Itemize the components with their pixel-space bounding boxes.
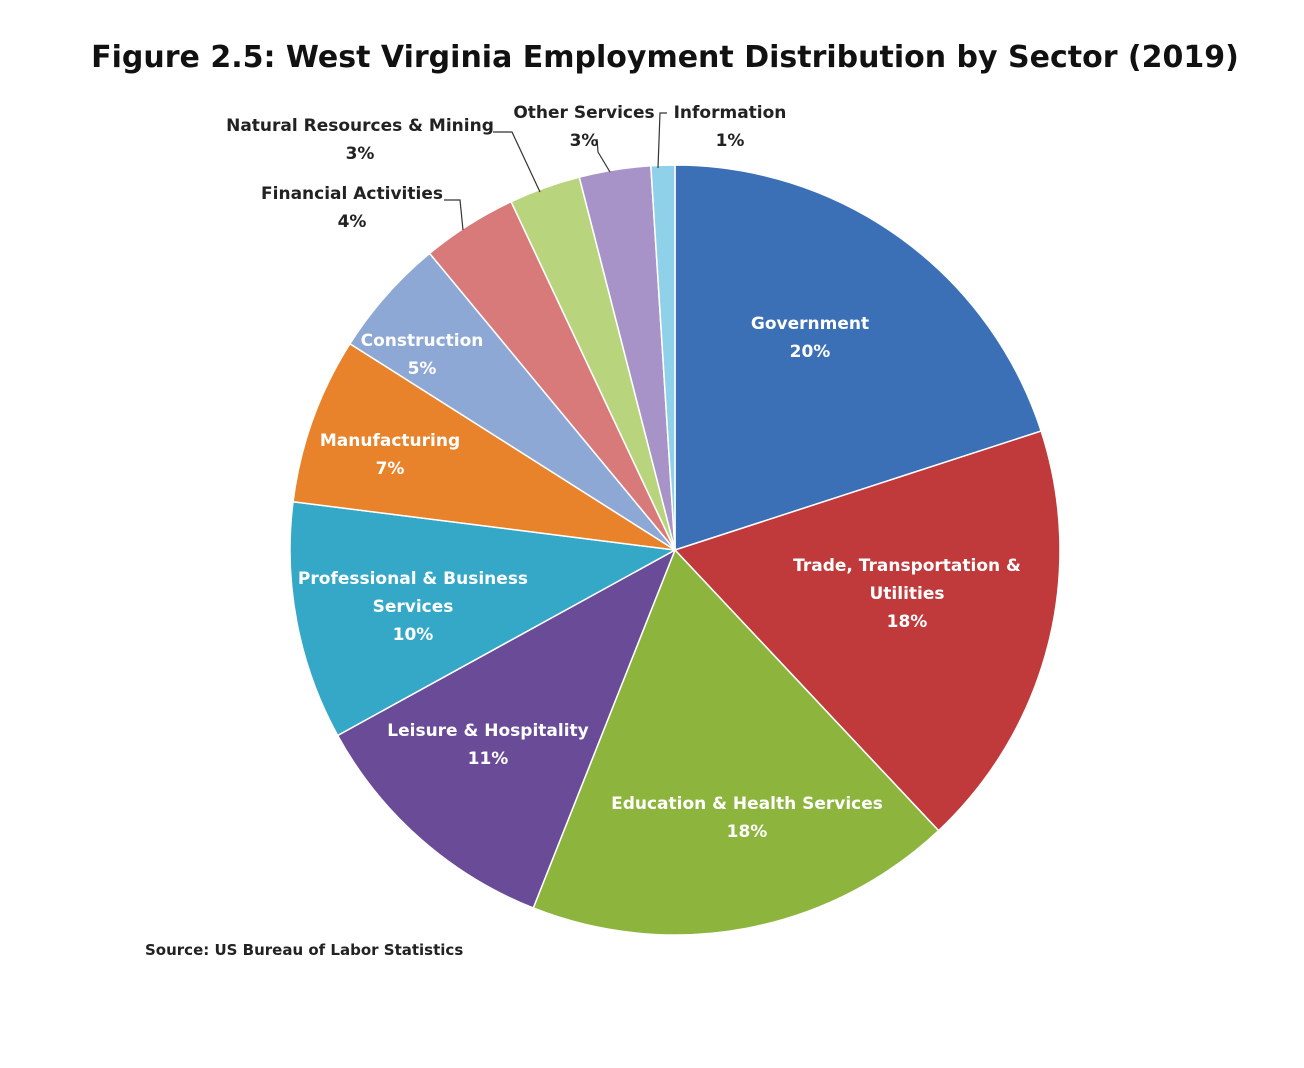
value-label: 11% — [467, 749, 509, 769]
leader-line — [493, 131, 541, 193]
category-label: Construction — [360, 331, 484, 351]
value-label: 20% — [789, 342, 831, 362]
category-label: Trade, Transportation & Utilities — [793, 556, 1021, 604]
slice-label: Financial Activities 4% — [252, 180, 452, 236]
slice-label: Construction 5% — [342, 327, 502, 383]
pie-slice — [292, 342, 676, 551]
pie-slice — [650, 164, 676, 551]
pie-slice — [532, 548, 940, 936]
leader-line — [444, 199, 464, 231]
category-label: Professional & Business Services — [297, 569, 529, 617]
value-label: 3% — [345, 144, 375, 164]
slice-label: Natural Resources & Mining 3% — [220, 112, 500, 168]
value-label: 3% — [569, 131, 599, 151]
category-label: Leisure & Hospitality — [387, 721, 589, 741]
category-label: Other Services — [513, 103, 655, 123]
slice-label: Information 1% — [660, 99, 800, 155]
pie-slice — [674, 164, 1043, 552]
slice-label: Government 20% — [710, 310, 910, 366]
category-label: Manufacturing — [319, 431, 461, 451]
pie-slice — [289, 500, 678, 737]
category-label: Information — [673, 103, 787, 123]
chart-title: Figure 2.5: West Virginia Employment Dis… — [91, 40, 1239, 75]
slice-label: Trade, Transportation & Utilities 18% — [782, 552, 1032, 636]
value-label: 1% — [715, 131, 745, 151]
slice-label: Manufacturing 7% — [300, 427, 480, 483]
leader-line — [596, 138, 611, 173]
slice-label: Professional & Business Services 10% — [293, 565, 533, 649]
category-label: Education & Health Services — [611, 794, 883, 814]
category-label: Financial Activities — [261, 184, 443, 204]
value-label: 18% — [726, 822, 768, 842]
pie-slice — [336, 548, 677, 909]
slice-label: Education & Health Services 18% — [597, 790, 897, 846]
value-label: 7% — [375, 459, 405, 479]
slice-label: Leisure & Hospitality 11% — [378, 717, 598, 773]
value-label: 5% — [407, 359, 437, 379]
value-label: 10% — [392, 625, 434, 645]
pie-slice — [673, 430, 1061, 832]
value-label: 4% — [337, 212, 367, 232]
category-label: Natural Resources & Mining — [226, 116, 494, 136]
category-label: Government — [750, 314, 870, 334]
slice-label: Other Services 3% — [504, 99, 664, 155]
source-note: Source: US Bureau of Labor Statistics — [145, 941, 464, 959]
value-label: 18% — [886, 612, 928, 632]
leader-line — [657, 112, 667, 169]
